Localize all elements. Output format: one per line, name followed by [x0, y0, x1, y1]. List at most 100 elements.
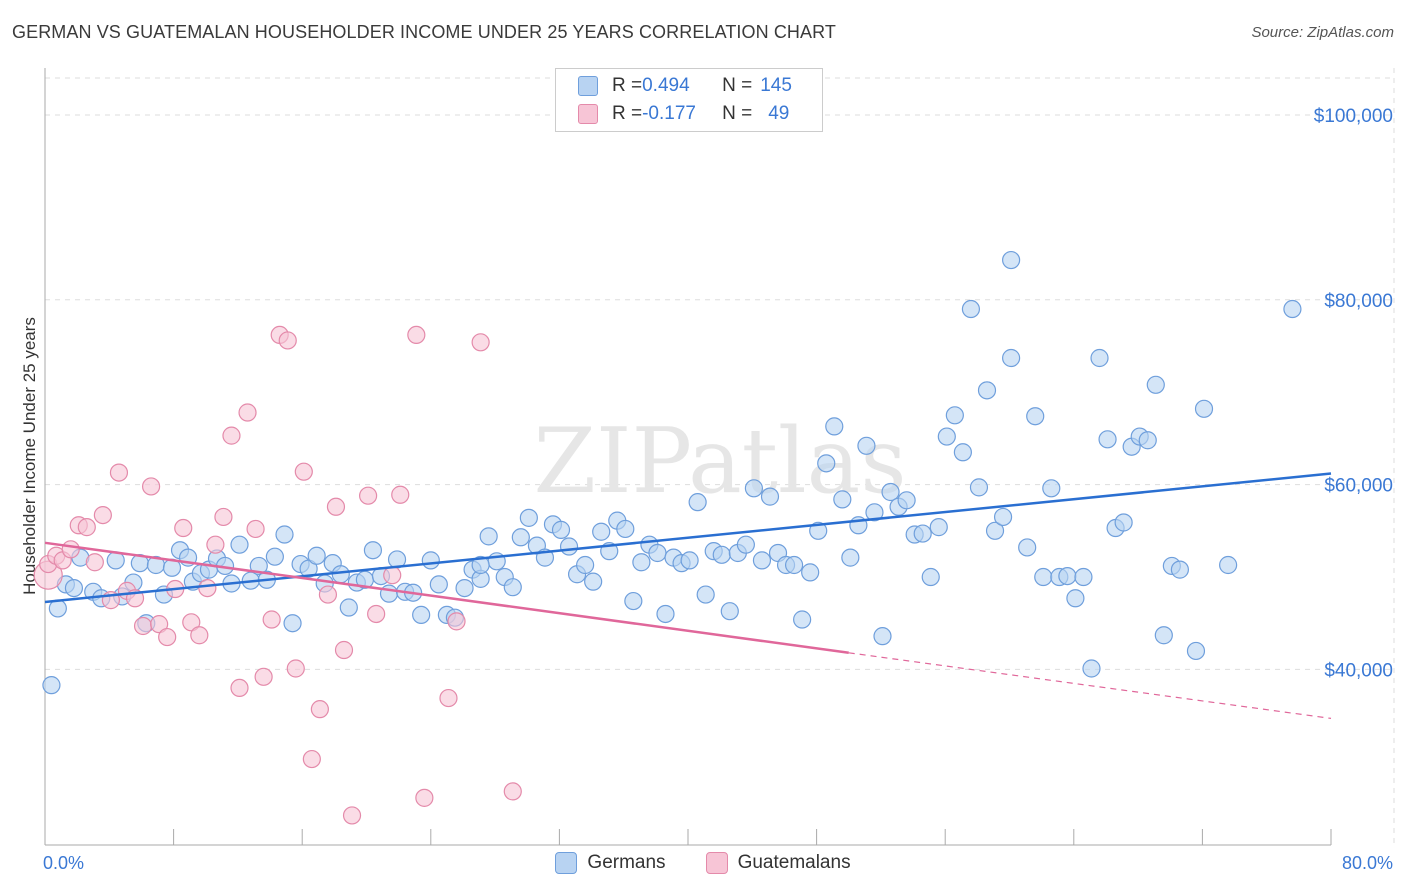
german-point [953, 443, 972, 462]
chart-title: GERMAN VS GUATEMALAN HOUSEHOLDER INCOME … [12, 22, 837, 42]
german-point [720, 602, 739, 621]
german-point [1082, 659, 1101, 678]
german-points [42, 250, 1302, 695]
german-point [833, 490, 852, 509]
german-point [592, 522, 611, 541]
r-label: R = [612, 103, 643, 124]
german-point [1170, 560, 1189, 579]
guatemalan-point [359, 486, 378, 505]
german-point [696, 585, 715, 604]
german-point [275, 525, 294, 544]
guatemalan-point [302, 749, 321, 769]
guatemalan-point [439, 688, 458, 708]
german-point [841, 548, 860, 567]
german-point [881, 482, 900, 502]
german-point [793, 610, 812, 629]
guatemalan-point [198, 579, 217, 598]
guatemalan-point [383, 566, 402, 585]
german-point [471, 555, 490, 575]
german-point [744, 479, 764, 498]
german-point [897, 491, 916, 510]
german-point [1154, 626, 1173, 645]
guatemalan-point [471, 333, 490, 352]
german-point [985, 521, 1005, 540]
german-point [479, 527, 498, 546]
german-point [736, 535, 755, 554]
guatemalan-point [150, 615, 169, 634]
y-tick-label: $60,000 [1324, 476, 1393, 497]
german-point [576, 555, 595, 575]
guatemalan-point [174, 518, 193, 538]
guatemalan-trend-extension [848, 652, 1332, 719]
german-point [1219, 555, 1238, 575]
german-point [873, 627, 892, 646]
guatemalan-point [415, 788, 434, 807]
guatemalan-trend-line [44, 541, 849, 655]
german-point [412, 605, 431, 625]
guatemalan-point [294, 462, 313, 481]
guatemalan-point [77, 518, 96, 537]
y-tick-label: $100,000 [1314, 106, 1393, 127]
guatemalans-swatch [705, 852, 728, 874]
n-value: 145 [760, 75, 792, 96]
guatemalan-point [61, 540, 80, 559]
german-point [945, 406, 964, 425]
guatemalan-point [190, 626, 209, 645]
german-point [1090, 348, 1109, 368]
german-point [865, 503, 884, 522]
german-point [1002, 250, 1021, 270]
guatemalan-points [33, 325, 522, 825]
german-point [1138, 431, 1157, 450]
german-point [421, 551, 440, 570]
guatemalan-point [262, 610, 281, 629]
german-point [299, 559, 318, 578]
german-point [632, 553, 651, 572]
guatemalan-point [407, 325, 426, 344]
german-point [784, 555, 804, 575]
german-point [857, 436, 876, 455]
guatemalan-point [326, 497, 346, 516]
german-point [712, 545, 731, 564]
german-point [1074, 567, 1093, 587]
guatemalan-point [310, 700, 329, 719]
german-point [42, 676, 61, 695]
german-point [817, 454, 836, 473]
german-point [1034, 567, 1053, 587]
legend-item-guatemalans[interactable]: Guatemalans [705, 852, 851, 874]
german-point [455, 579, 474, 598]
germans-swatch [578, 76, 598, 96]
german-point [688, 493, 707, 512]
guatemalan-point [141, 477, 161, 496]
german-point [1026, 407, 1045, 426]
german-point [1002, 348, 1021, 368]
german-point [265, 547, 284, 566]
guatemalan-point [447, 612, 466, 631]
german-point [624, 591, 643, 611]
german-point [1146, 375, 1165, 394]
german-point [379, 584, 399, 603]
german-point [307, 546, 326, 565]
legend-item-germans[interactable]: Germans [555, 852, 666, 874]
guatemalan-point [214, 507, 233, 527]
r-value: -0.177 [642, 103, 696, 124]
german-point [760, 487, 780, 506]
german-point [64, 579, 84, 598]
german-point [1114, 513, 1133, 532]
german-point [1283, 299, 1302, 319]
german-point [921, 567, 940, 587]
guatemalan-point [133, 616, 153, 636]
german-point [809, 521, 828, 540]
german-point [1042, 479, 1061, 498]
german-point [1066, 589, 1085, 608]
german-point [752, 551, 772, 570]
guatemalan-point [503, 782, 522, 801]
x-tick-label: 0.0% [43, 853, 84, 873]
german-point [1186, 641, 1206, 661]
series-legend: Germans Guatemalans [0, 852, 1406, 874]
german-point [1194, 399, 1214, 418]
german-point [977, 381, 997, 400]
correlation-legend: R = 0.494 N = 145 R = -0.177 N = 49 [555, 68, 823, 132]
guatemalan-point [158, 627, 177, 647]
n-label: N = [722, 75, 753, 96]
